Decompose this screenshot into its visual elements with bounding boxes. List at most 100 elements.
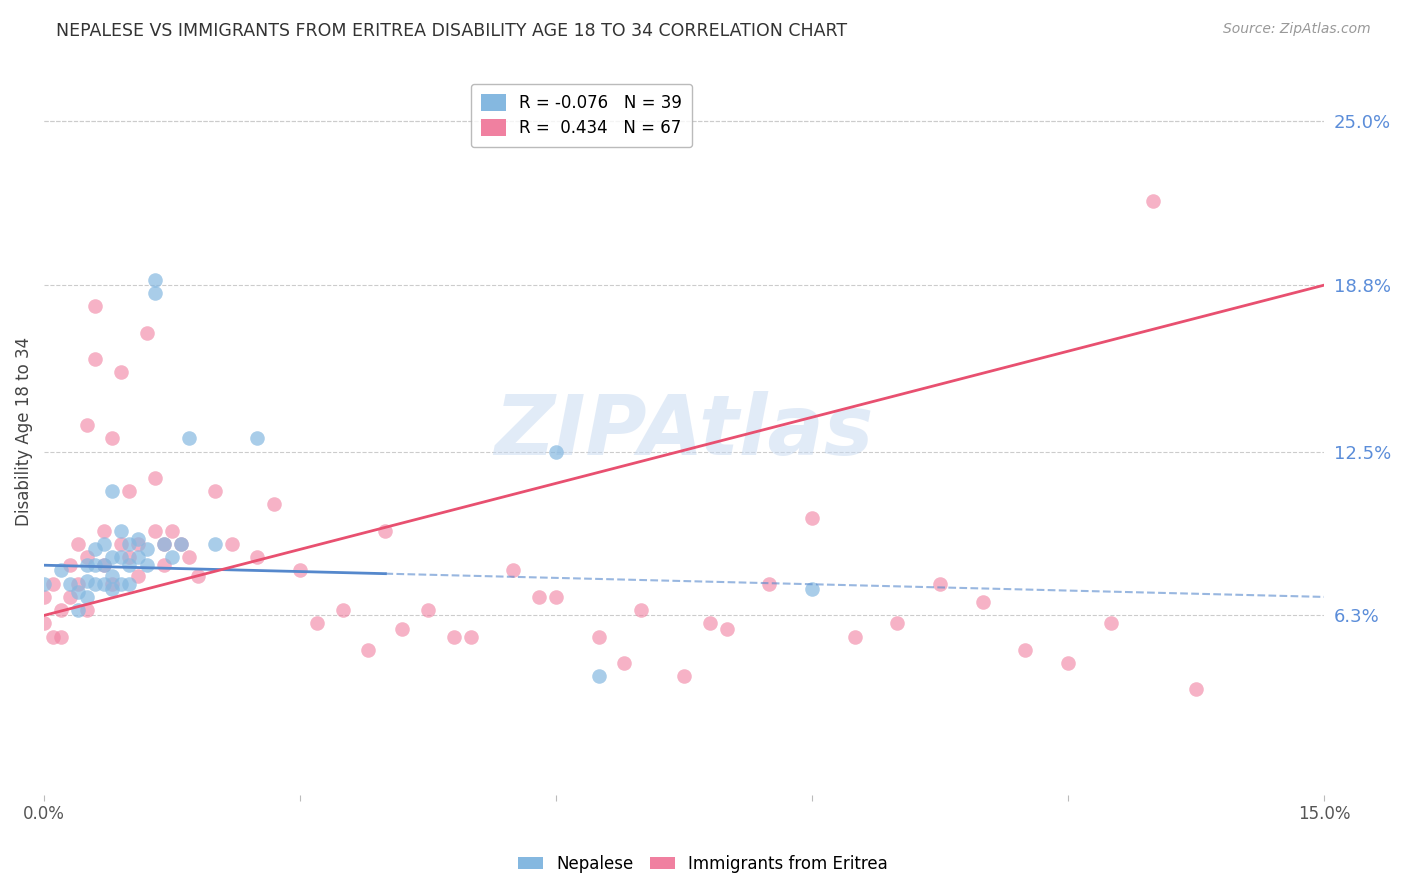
Point — [101, 550, 124, 565]
Point — [332, 603, 354, 617]
Point — [886, 616, 908, 631]
Point — [1185, 682, 1208, 697]
Point — [527, 590, 550, 604]
Point — [67, 603, 90, 617]
Point — [152, 558, 174, 573]
Point — [443, 630, 465, 644]
Point — [179, 431, 201, 445]
Point — [169, 537, 191, 551]
Point — [67, 584, 90, 599]
Point — [101, 568, 124, 582]
Point — [1142, 194, 1164, 208]
Point — [152, 537, 174, 551]
Point — [1099, 616, 1122, 631]
Point — [152, 537, 174, 551]
Legend: Nepalese, Immigrants from Eritrea: Nepalese, Immigrants from Eritrea — [512, 848, 894, 880]
Point — [374, 524, 396, 538]
Point — [221, 537, 243, 551]
Point — [246, 431, 269, 445]
Point — [84, 576, 107, 591]
Point — [101, 576, 124, 591]
Point — [143, 286, 166, 301]
Point — [801, 582, 824, 596]
Point — [460, 630, 482, 644]
Point — [51, 630, 73, 644]
Point — [84, 352, 107, 367]
Point — [118, 537, 141, 551]
Point — [160, 550, 183, 565]
Point — [84, 542, 107, 557]
Point — [588, 630, 610, 644]
Text: ZIPAtlas: ZIPAtlas — [495, 392, 873, 472]
Point — [76, 558, 98, 573]
Point — [67, 576, 90, 591]
Point — [758, 576, 780, 591]
Legend: R = -0.076   N = 39, R =  0.434   N = 67: R = -0.076 N = 39, R = 0.434 N = 67 — [471, 84, 692, 147]
Point — [93, 524, 115, 538]
Point — [101, 484, 124, 499]
Point — [699, 616, 721, 631]
Point — [929, 576, 952, 591]
Point — [76, 603, 98, 617]
Point — [613, 656, 636, 670]
Point — [67, 537, 90, 551]
Point — [110, 550, 132, 565]
Point — [169, 537, 191, 551]
Point — [76, 550, 98, 565]
Point — [59, 558, 82, 573]
Point — [127, 537, 149, 551]
Point — [127, 532, 149, 546]
Point — [588, 669, 610, 683]
Point — [118, 558, 141, 573]
Point — [1014, 642, 1036, 657]
Point — [143, 524, 166, 538]
Point — [93, 558, 115, 573]
Point — [502, 564, 524, 578]
Text: Source: ZipAtlas.com: Source: ZipAtlas.com — [1223, 22, 1371, 37]
Point — [135, 326, 157, 340]
Point — [716, 622, 738, 636]
Point — [76, 574, 98, 588]
Point — [32, 616, 55, 631]
Point — [1057, 656, 1080, 670]
Point — [51, 603, 73, 617]
Point — [416, 603, 439, 617]
Point — [673, 669, 696, 683]
Point — [204, 537, 226, 551]
Point — [118, 550, 141, 565]
Point — [51, 564, 73, 578]
Point — [391, 622, 413, 636]
Point — [844, 630, 866, 644]
Point — [110, 537, 132, 551]
Point — [32, 576, 55, 591]
Point — [59, 590, 82, 604]
Point — [127, 550, 149, 565]
Point — [546, 444, 568, 458]
Point — [546, 590, 568, 604]
Y-axis label: Disability Age 18 to 34: Disability Age 18 to 34 — [15, 337, 32, 526]
Point — [135, 558, 157, 573]
Point — [972, 595, 994, 609]
Point — [41, 630, 63, 644]
Point — [41, 576, 63, 591]
Point — [110, 576, 132, 591]
Point — [59, 576, 82, 591]
Point — [93, 576, 115, 591]
Point — [101, 431, 124, 445]
Point — [118, 484, 141, 499]
Point — [801, 510, 824, 524]
Point — [307, 616, 329, 631]
Point — [263, 498, 285, 512]
Point — [110, 524, 132, 538]
Point — [110, 365, 132, 379]
Point — [84, 299, 107, 313]
Point — [288, 564, 311, 578]
Point — [84, 558, 107, 573]
Point — [246, 550, 269, 565]
Point — [127, 568, 149, 582]
Point — [93, 558, 115, 573]
Point — [32, 590, 55, 604]
Point — [118, 576, 141, 591]
Point — [630, 603, 652, 617]
Text: NEPALESE VS IMMIGRANTS FROM ERITREA DISABILITY AGE 18 TO 34 CORRELATION CHART: NEPALESE VS IMMIGRANTS FROM ERITREA DISA… — [56, 22, 848, 40]
